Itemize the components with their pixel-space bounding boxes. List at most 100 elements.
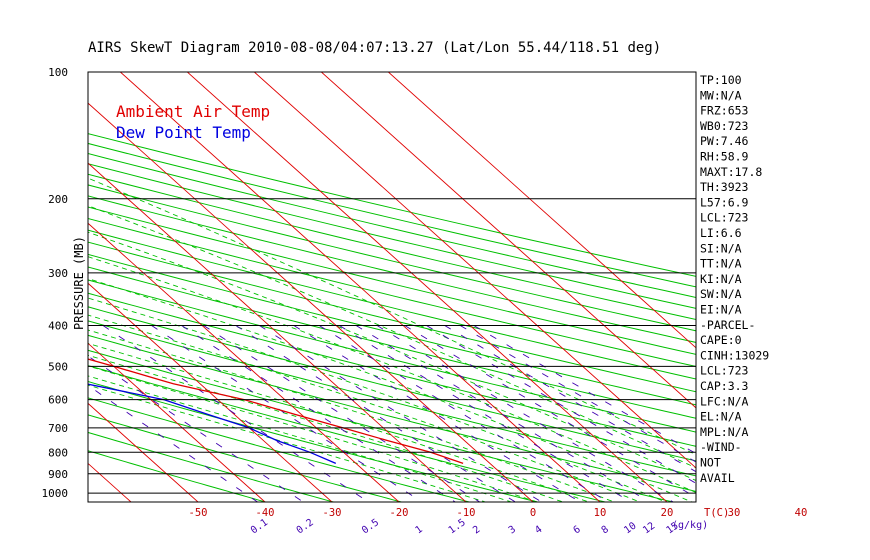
bottom-temp-tick-label: 10 [594,507,607,519]
pressure-tick-label: 200 [48,193,68,206]
isotherm-line [88,162,467,502]
mixing-ratio-line [151,325,423,502]
moist-adiabat-line [88,314,642,502]
temp-axis-unit: T(C) [704,507,729,519]
index-label: LCL:723 [700,364,749,378]
index-label: SW:N/A [700,287,742,301]
index-label: NOT [700,456,721,470]
mixing-ratio-line [102,325,370,502]
plot-frame [87,71,697,503]
moist-adiabat-line [88,375,513,502]
dry-adiabat-line [88,414,404,502]
mixing-ratio-tick-label: 0.1 [249,517,270,536]
mixing-ratio-tick-label: 1.5 [447,517,468,536]
mixing-ratio-tick-label: 8 [600,524,611,536]
index-label: MAXT:17.8 [700,165,762,179]
dry-adiabat-line [88,173,696,321]
dry-adiabat-line [88,349,676,502]
index-label: LCL:723 [700,211,749,225]
mixing-ratio-tick-label: 3 [507,524,518,536]
mixing-ratio-line [259,325,543,502]
isotherm-line [0,0,7,511]
isotherm-line [387,72,696,349]
bottom-temp-tick-label: -50 [189,507,208,519]
mixing-ratio-line [459,325,696,463]
pressure-tick-label: 100 [48,66,68,79]
index-label: EI:N/A [700,303,742,317]
dry-adiabat-line [88,133,696,277]
dry-adiabat-line [88,334,696,492]
index-label: CAPE:0 [700,333,742,347]
pressure-tick-label: 1000 [42,487,69,500]
pressure-tick-label: 800 [48,446,68,459]
mixing-ratio-tick-label: 2 [471,524,482,536]
y-axis-label: PRESSURE (MB) [72,236,86,330]
index-label: TH:3923 [700,180,749,194]
moist-adiabat-line [88,177,696,456]
legend-air-temp: Ambient Air Temp [116,102,270,121]
index-label: EL:N/A [700,410,742,424]
pressure-tick-label: 900 [48,468,68,481]
index-label: PW:7.46 [700,134,749,148]
dry-adiabat-line [88,450,268,502]
dry-adiabat-line [88,195,696,343]
dry-adiabat-line [88,266,696,419]
chart-title: AIRS SkewT Diagram 2010-08-08/04:07:13.2… [88,40,661,56]
dry-adiabat-line [88,397,472,502]
index-label: AVAIL [700,471,735,485]
pressure-tick-label: 300 [48,267,68,280]
index-label: CINH:13029 [700,348,769,362]
isotherm-line [88,282,333,502]
dry-adiabat-line [88,153,696,299]
isotherm-line [88,342,266,502]
mixing-ratio-line [473,325,696,455]
index-label: MW:N/A [700,88,742,102]
dry-adiabat-line [88,306,696,462]
mixing-ratio-unit: (g/kg) [672,520,708,531]
isotherm-line [88,462,132,502]
bottom-temp-tick-label: -30 [323,507,342,519]
bottom-temp-tick-label: 40 [795,507,808,519]
moist-adiabat-line [88,365,539,502]
mixing-ratio-line [88,355,305,502]
isotherm-line [186,72,668,502]
isotherm-line [253,72,696,469]
index-label: LFC:N/A [700,394,749,408]
moist-adiabat-line [88,231,696,482]
index-label: RH:58.9 [700,150,749,164]
legend-dew-point: Dew Point Temp [116,123,251,142]
moist-adiabat-line [88,205,696,469]
mixing-ratio-line [339,325,632,502]
dry-adiabat-line [88,320,696,477]
index-label: -PARCEL- [700,318,755,332]
mixing-ratio-line [203,325,481,502]
mixing-ratio-tick-label: 0.2 [295,517,316,536]
dry-adiabat-line [88,292,696,447]
dry-adiabat-line [88,279,696,433]
index-label: MPL:N/A [700,425,749,439]
bottom-temp-tick-label: 0 [530,507,536,519]
isotherm-line [88,402,199,502]
isotherm-line [320,72,696,409]
mixing-ratio-line [235,325,517,502]
isotherm-line [119,72,601,502]
dry-adiabat-line [88,431,336,502]
pressure-tick-label: 600 [48,394,68,407]
mixing-ratio-line [404,325,696,498]
moist-adiabat-line [88,329,616,502]
index-label: WB0:723 [700,119,749,133]
mixing-ratio-line [88,384,259,502]
mixing-ratio-tick-label: 0.5 [360,517,381,536]
index-label: LI:6.6 [700,226,742,240]
dry-adiabat-line [88,380,540,502]
mixing-ratio-tick-label: 10 [622,521,638,537]
mixing-ratio-tick-label: 4 [533,524,544,536]
dry-adiabat-line [88,217,696,368]
index-label: FRZ:653 [700,104,749,118]
mixing-ratio-tick-label: 1 [414,524,425,536]
dry-adiabat-line [88,163,696,309]
index-label: SI:N/A [700,241,742,255]
index-label: KI:N/A [700,272,742,286]
mixing-ratio-line [181,325,457,502]
